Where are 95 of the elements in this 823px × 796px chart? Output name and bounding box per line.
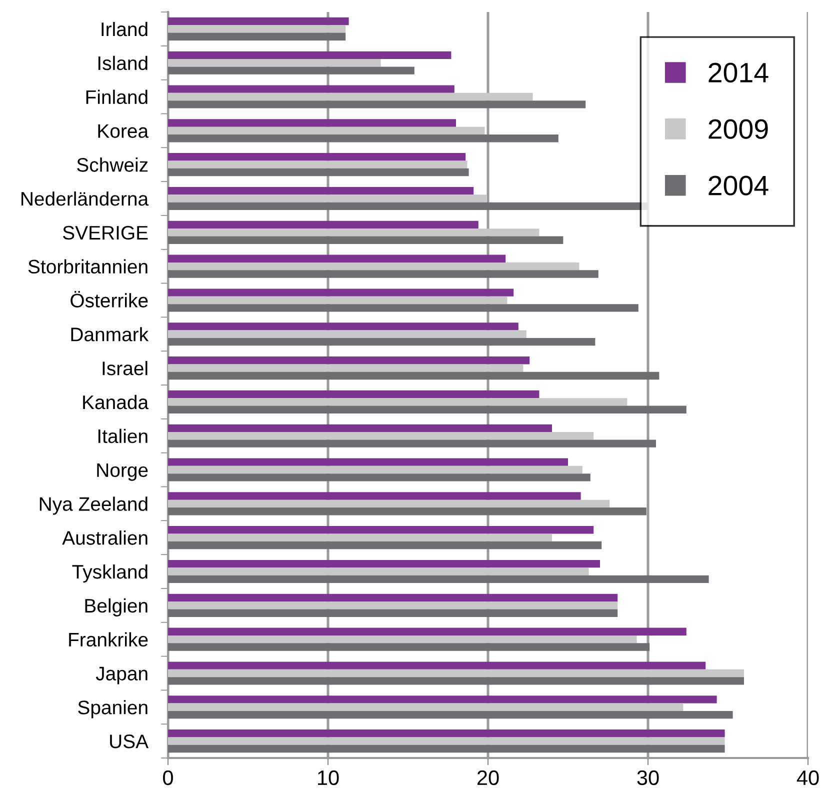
x-tick-label: 20	[477, 770, 499, 786]
bar	[168, 432, 594, 440]
bar	[168, 59, 381, 67]
bar	[168, 406, 686, 414]
bar	[168, 541, 602, 550]
bar	[168, 288, 514, 296]
bar	[168, 492, 581, 500]
bar	[168, 474, 590, 482]
bar	[168, 424, 552, 432]
y-tick-label: Finland	[86, 90, 148, 104]
bar	[168, 560, 600, 568]
bar	[168, 17, 349, 26]
legend-label: 2014	[708, 62, 768, 82]
bar	[168, 458, 568, 466]
bar	[168, 390, 540, 398]
bar	[168, 92, 533, 101]
bar	[168, 270, 598, 278]
bar	[168, 575, 709, 584]
bar	[168, 254, 506, 262]
bar	[168, 602, 618, 610]
bar	[168, 669, 744, 678]
y-tick-label: SVERIGE	[62, 226, 148, 240]
bar	[168, 500, 610, 508]
bar	[168, 220, 478, 229]
bar	[168, 160, 468, 168]
bar	[168, 730, 725, 738]
y-tick-label: Irland	[102, 22, 148, 36]
bar	[168, 677, 744, 685]
y-tick-label: Israel	[102, 361, 148, 376]
y-tick-label: Korea	[98, 124, 149, 138]
y-tick-label: Nederländerna	[22, 191, 149, 206]
bar	[168, 304, 638, 312]
bar	[168, 168, 469, 176]
bar	[168, 85, 454, 93]
bar	[168, 194, 486, 202]
bar	[168, 662, 706, 670]
bar	[168, 568, 589, 576]
y-tick-label: Spanien	[78, 700, 148, 718]
y-tick-label: Österrike	[70, 291, 148, 308]
bar	[168, 186, 474, 195]
bar	[168, 153, 466, 161]
bar	[168, 356, 530, 364]
legend-label: 2009	[708, 119, 768, 139]
bar	[168, 710, 733, 719]
bar	[168, 534, 552, 542]
bar	[168, 51, 452, 60]
bar	[168, 609, 618, 617]
bar	[168, 737, 725, 745]
x-tick-label: 0	[163, 770, 173, 786]
y-tick-label: Storbritannien	[28, 259, 148, 274]
bar	[168, 372, 660, 380]
y-tick-label: Norge	[97, 463, 148, 481]
bar	[168, 66, 414, 74]
bar	[168, 330, 526, 338]
legend-label: 2004	[708, 176, 768, 196]
bar	[168, 32, 346, 40]
x-tick-label: 30	[637, 770, 659, 786]
y-tick-label: Italien	[98, 428, 148, 444]
bar	[168, 236, 564, 244]
y-tick-label: Nya Zeeland	[40, 496, 148, 515]
bar	[168, 398, 628, 406]
bar	[168, 25, 346, 33]
bar	[168, 119, 456, 127]
bar	[168, 696, 717, 704]
x-tick-label: 40	[796, 770, 819, 786]
bar	[168, 643, 650, 651]
y-tick-label: Australien	[62, 530, 148, 545]
bar	[168, 262, 580, 270]
bar	[168, 228, 540, 236]
y-tick-label: USA	[110, 734, 149, 748]
bar	[168, 594, 618, 602]
y-tick-label: Schweiz	[77, 158, 148, 172]
bar	[168, 100, 586, 108]
bar	[168, 703, 684, 711]
bar	[168, 635, 637, 644]
y-tick-label: Japan	[96, 666, 148, 684]
bar	[168, 508, 646, 516]
bar	[168, 322, 518, 330]
bar	[168, 526, 594, 534]
bar	[168, 126, 485, 135]
bar	[168, 744, 725, 753]
bar	[168, 134, 558, 142]
y-tick-label: Kanada	[83, 394, 149, 410]
x-tick-label: 10	[318, 770, 339, 786]
y-tick-label: Tyskland	[72, 564, 148, 583]
y-tick-label: Danmark	[71, 327, 149, 342]
bar	[168, 466, 582, 474]
bar	[168, 628, 686, 636]
y-tick-label: Frankrike	[69, 632, 148, 647]
bar	[168, 296, 508, 304]
bar	[168, 338, 596, 346]
y-tick-label: Belgien	[85, 598, 148, 616]
bar	[168, 364, 524, 372]
y-tick-label: Island	[98, 56, 148, 70]
bar	[168, 440, 656, 448]
